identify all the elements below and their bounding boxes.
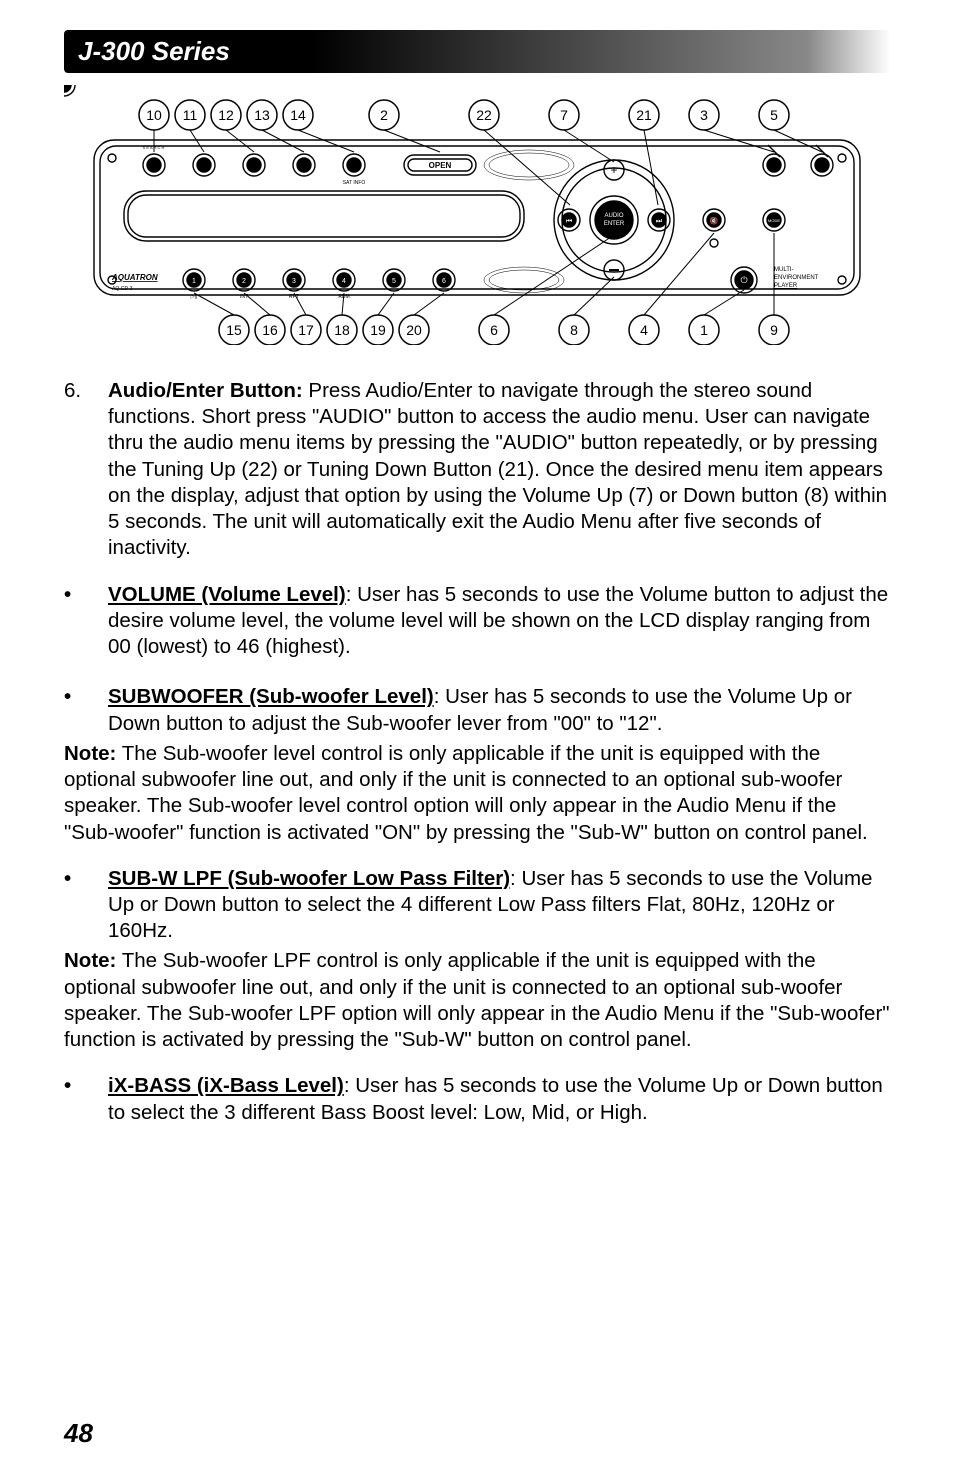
item-text: Press Audio/Enter to navigate through th… <box>108 379 887 559</box>
callout-16: 16 <box>244 293 285 345</box>
bullet-head: VOLUME (Volume Level) <box>108 583 346 606</box>
callout-7: 7 <box>549 100 614 162</box>
svg-text:12: 12 <box>218 107 234 123</box>
callout-8: 8 <box>559 277 614 345</box>
item-label: Audio/Enter Button: <box>108 379 303 402</box>
svg-text:7: 7 <box>560 107 568 123</box>
svg-text:16: 16 <box>262 322 278 338</box>
svg-text:11: 11 <box>183 107 198 123</box>
svg-text:2: 2 <box>380 107 388 123</box>
callout-2: 2 <box>369 100 440 152</box>
svg-text:18: 18 <box>334 322 350 338</box>
note-label: Note: <box>64 949 116 972</box>
svg-text:22: 22 <box>476 107 492 123</box>
item-6: 6. Audio/Enter Button: Press Audio/Enter… <box>64 378 890 562</box>
svg-text:▷||: ▷|| <box>191 294 197 300</box>
svg-text:19: 19 <box>370 322 386 338</box>
svg-text:⏭: ⏭ <box>656 218 663 225</box>
svg-text:6: 6 <box>442 278 446 285</box>
svg-text:SUBW: SUBW <box>198 163 210 168</box>
svg-text:8: 8 <box>570 322 578 338</box>
svg-text:MODE: MODE <box>768 218 780 223</box>
bullet-volume: • VOLUME (Volume Level): User has 5 seco… <box>64 582 890 661</box>
callout-19: 19 <box>363 293 394 345</box>
bullet-head: SUB-W LPF (Sub-woofer Low Pass Filter) <box>108 867 510 890</box>
bullet-icon: • <box>64 582 108 661</box>
svg-text:XBAS: XBAS <box>299 163 310 168</box>
svg-text:4: 4 <box>640 322 648 338</box>
bullet-ixbass: • iX-BASS (iX-Bass Level): User has 5 se… <box>64 1073 890 1125</box>
note-lpf: Note: The Sub-woofer LPF control is only… <box>64 948 890 1053</box>
svg-text:ENTER: ENTER <box>604 221 625 227</box>
svg-text:AQ-CD-3: AQ-CD-3 <box>112 286 133 292</box>
svg-text:TOP: TOP <box>770 163 778 168</box>
bullet-icon: • <box>64 866 108 945</box>
svg-text:13: 13 <box>254 107 270 123</box>
svg-text:PLAYER: PLAYER <box>774 283 798 289</box>
callout-21: 21 <box>629 100 659 205</box>
note-subwoofer: Note: The Sub-woofer level control is on… <box>64 741 890 846</box>
note-body: The Sub-woofer level control is only app… <box>64 742 868 844</box>
svg-text:⏮: ⏮ <box>566 218 572 225</box>
svg-text:2: 2 <box>242 278 246 285</box>
svg-text:5: 5 <box>392 278 396 285</box>
svg-text:10: 10 <box>146 107 162 123</box>
callout-1: 1 <box>689 290 744 345</box>
svg-text:MULTI-: MULTI- <box>774 267 794 273</box>
callout-14: 14 <box>283 100 354 152</box>
svg-text:5: 5 <box>770 107 778 123</box>
svg-text:20: 20 <box>406 322 422 338</box>
svg-text:3: 3 <box>292 278 296 285</box>
bullet-subwoofer: • SUBWOOFER (Sub-woofer Level): User has… <box>64 684 890 736</box>
svg-text:15: 15 <box>226 322 242 338</box>
svg-text:1: 1 <box>700 322 708 338</box>
svg-text:SAT INFO: SAT INFO <box>343 180 366 186</box>
callout-15: 15 <box>194 293 249 345</box>
svg-text:OPEN: OPEN <box>429 161 452 170</box>
callout-20: 20 <box>399 293 444 345</box>
callout-12: 12 <box>211 100 254 152</box>
series-header: J-300 Series <box>64 30 890 73</box>
svg-text:ENVIRONMENT: ENVIRONMENT <box>774 275 819 281</box>
svg-text:9: 9 <box>770 322 778 338</box>
svg-text:AUDIO: AUDIO <box>604 213 623 219</box>
bullet-icon: • <box>64 1073 108 1125</box>
svg-text:🔇: 🔇 <box>710 216 719 225</box>
svg-text:21: 21 <box>636 107 652 123</box>
bullet-head: iX-BASS (iX-Bass Level) <box>108 1074 344 1097</box>
item-body: Audio/Enter Button: Press Audio/Enter to… <box>108 378 890 562</box>
item-number: 6. <box>64 378 108 562</box>
svg-text:1: 1 <box>192 278 196 285</box>
svg-text:3: 3 <box>700 107 708 123</box>
svg-text:⏻: ⏻ <box>740 275 747 285</box>
callout-17: 17 <box>291 293 321 345</box>
bullet-head: SUBWOOFER (Sub-woofer Level) <box>108 685 434 708</box>
note-label: Note: <box>64 742 116 765</box>
stereo-diagram: BAND SUBW 2 ZONE XBAS AS-PS OPEN SAT INF… <box>64 85 890 350</box>
bullet-lpf: • SUB-W LPF (Sub-woofer Low Pass Filter)… <box>64 866 890 945</box>
svg-text:2 ZONE: 2 ZONE <box>248 164 261 168</box>
note-body: The Sub-woofer LPF control is only appli… <box>64 949 890 1051</box>
svg-text:14: 14 <box>290 107 306 123</box>
svg-text:BAND: BAND <box>148 163 159 168</box>
svg-text:4: 4 <box>342 278 346 285</box>
callout-11: 11 <box>175 100 205 152</box>
svg-text:AS-PS: AS-PS <box>348 163 360 168</box>
bullet-icon: • <box>64 684 108 736</box>
svg-text:17: 17 <box>298 322 314 338</box>
svg-text:MENU: MENU <box>816 163 828 168</box>
callout-18: 18 <box>327 293 357 345</box>
page-number: 48 <box>64 1418 93 1449</box>
svg-text:+: + <box>610 163 617 177</box>
svg-text:6: 6 <box>490 322 498 338</box>
svg-text:AQUATRON: AQUATRON <box>111 273 158 282</box>
callout-5: 5 <box>759 100 822 152</box>
